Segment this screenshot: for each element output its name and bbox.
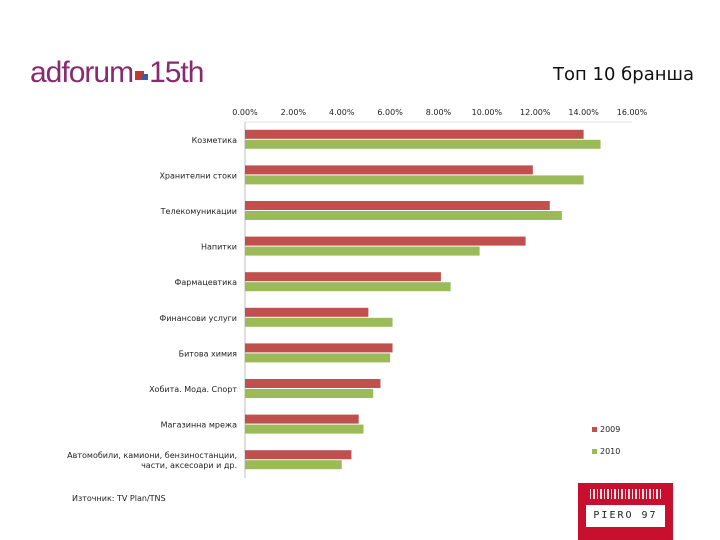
x-tick-label: 10.00% (472, 108, 503, 117)
brand-logo-text: PIERO 97 (593, 510, 658, 521)
source-note: Източник: TV Plan/TNS (72, 494, 166, 503)
legend-label: 2010 (600, 447, 620, 456)
bar-2010 (245, 282, 451, 292)
category-label: Автомобили, камиони, бензиностанции, (67, 451, 237, 460)
bar-2010 (245, 317, 393, 327)
adforum-logo: adforum 15th (30, 56, 204, 90)
bar-2010 (245, 389, 374, 398)
bar-2009 (245, 201, 550, 210)
bar-2010 (245, 353, 391, 363)
category-label: Магазинна мрежа (161, 421, 238, 430)
category-label: Хранителни стоки (159, 171, 237, 180)
category-label: Телекомуникации (160, 207, 237, 216)
x-tick-label: 0.00% (232, 108, 258, 117)
logo-red-square-icon (135, 71, 145, 80)
x-tick-label: 12.00% (520, 108, 551, 117)
bar-2010 (245, 211, 562, 220)
bar-2009 (245, 129, 584, 139)
legend-label: 2009 (600, 425, 620, 434)
bar-2009 (245, 414, 359, 424)
category-label: Козметика (192, 136, 237, 145)
bar-2009 (245, 343, 393, 353)
bar-2009 (245, 272, 441, 282)
legend-swatch-2010 (592, 449, 597, 454)
x-tick-label: 4.00% (329, 108, 355, 117)
brand-logo-box (586, 505, 665, 527)
logo-blue-square-icon (142, 74, 149, 80)
x-tick-label: 8.00% (426, 108, 452, 117)
bar-2010 (245, 460, 342, 470)
category-label: части, аксесоари и др. (141, 461, 237, 470)
category-label: Фармацевтика (175, 278, 238, 287)
bar-2009 (245, 236, 526, 246)
legend-swatch-2009 (592, 427, 597, 432)
x-tick-label: 16.00% (617, 108, 648, 117)
bar-2010 (245, 139, 601, 149)
category-label: Финансови услуги (159, 314, 237, 323)
bar-2010 (245, 175, 584, 185)
x-tick-label: 2.00% (281, 108, 307, 117)
bar-2009 (245, 379, 381, 388)
x-tick-label: 14.00% (568, 108, 599, 117)
bar-2010 (245, 424, 364, 434)
bar-2009 (245, 307, 369, 317)
category-label: Хобита. Мода. Спорт (149, 385, 237, 394)
x-tick-label: 6.00% (377, 108, 403, 117)
category-label: Напитки (201, 243, 237, 252)
logo-prefix: adforum (30, 56, 134, 89)
barcode-icon (590, 489, 661, 499)
bar-2009 (245, 165, 533, 175)
piero97-logo: PIERO 97 (578, 483, 673, 540)
page-title: Топ 10 бранша (553, 64, 694, 85)
category-label: Битова химия (179, 349, 238, 358)
logo-suffix: 15th (149, 56, 204, 89)
bar-2009 (245, 450, 352, 460)
bar-2010 (245, 246, 480, 256)
